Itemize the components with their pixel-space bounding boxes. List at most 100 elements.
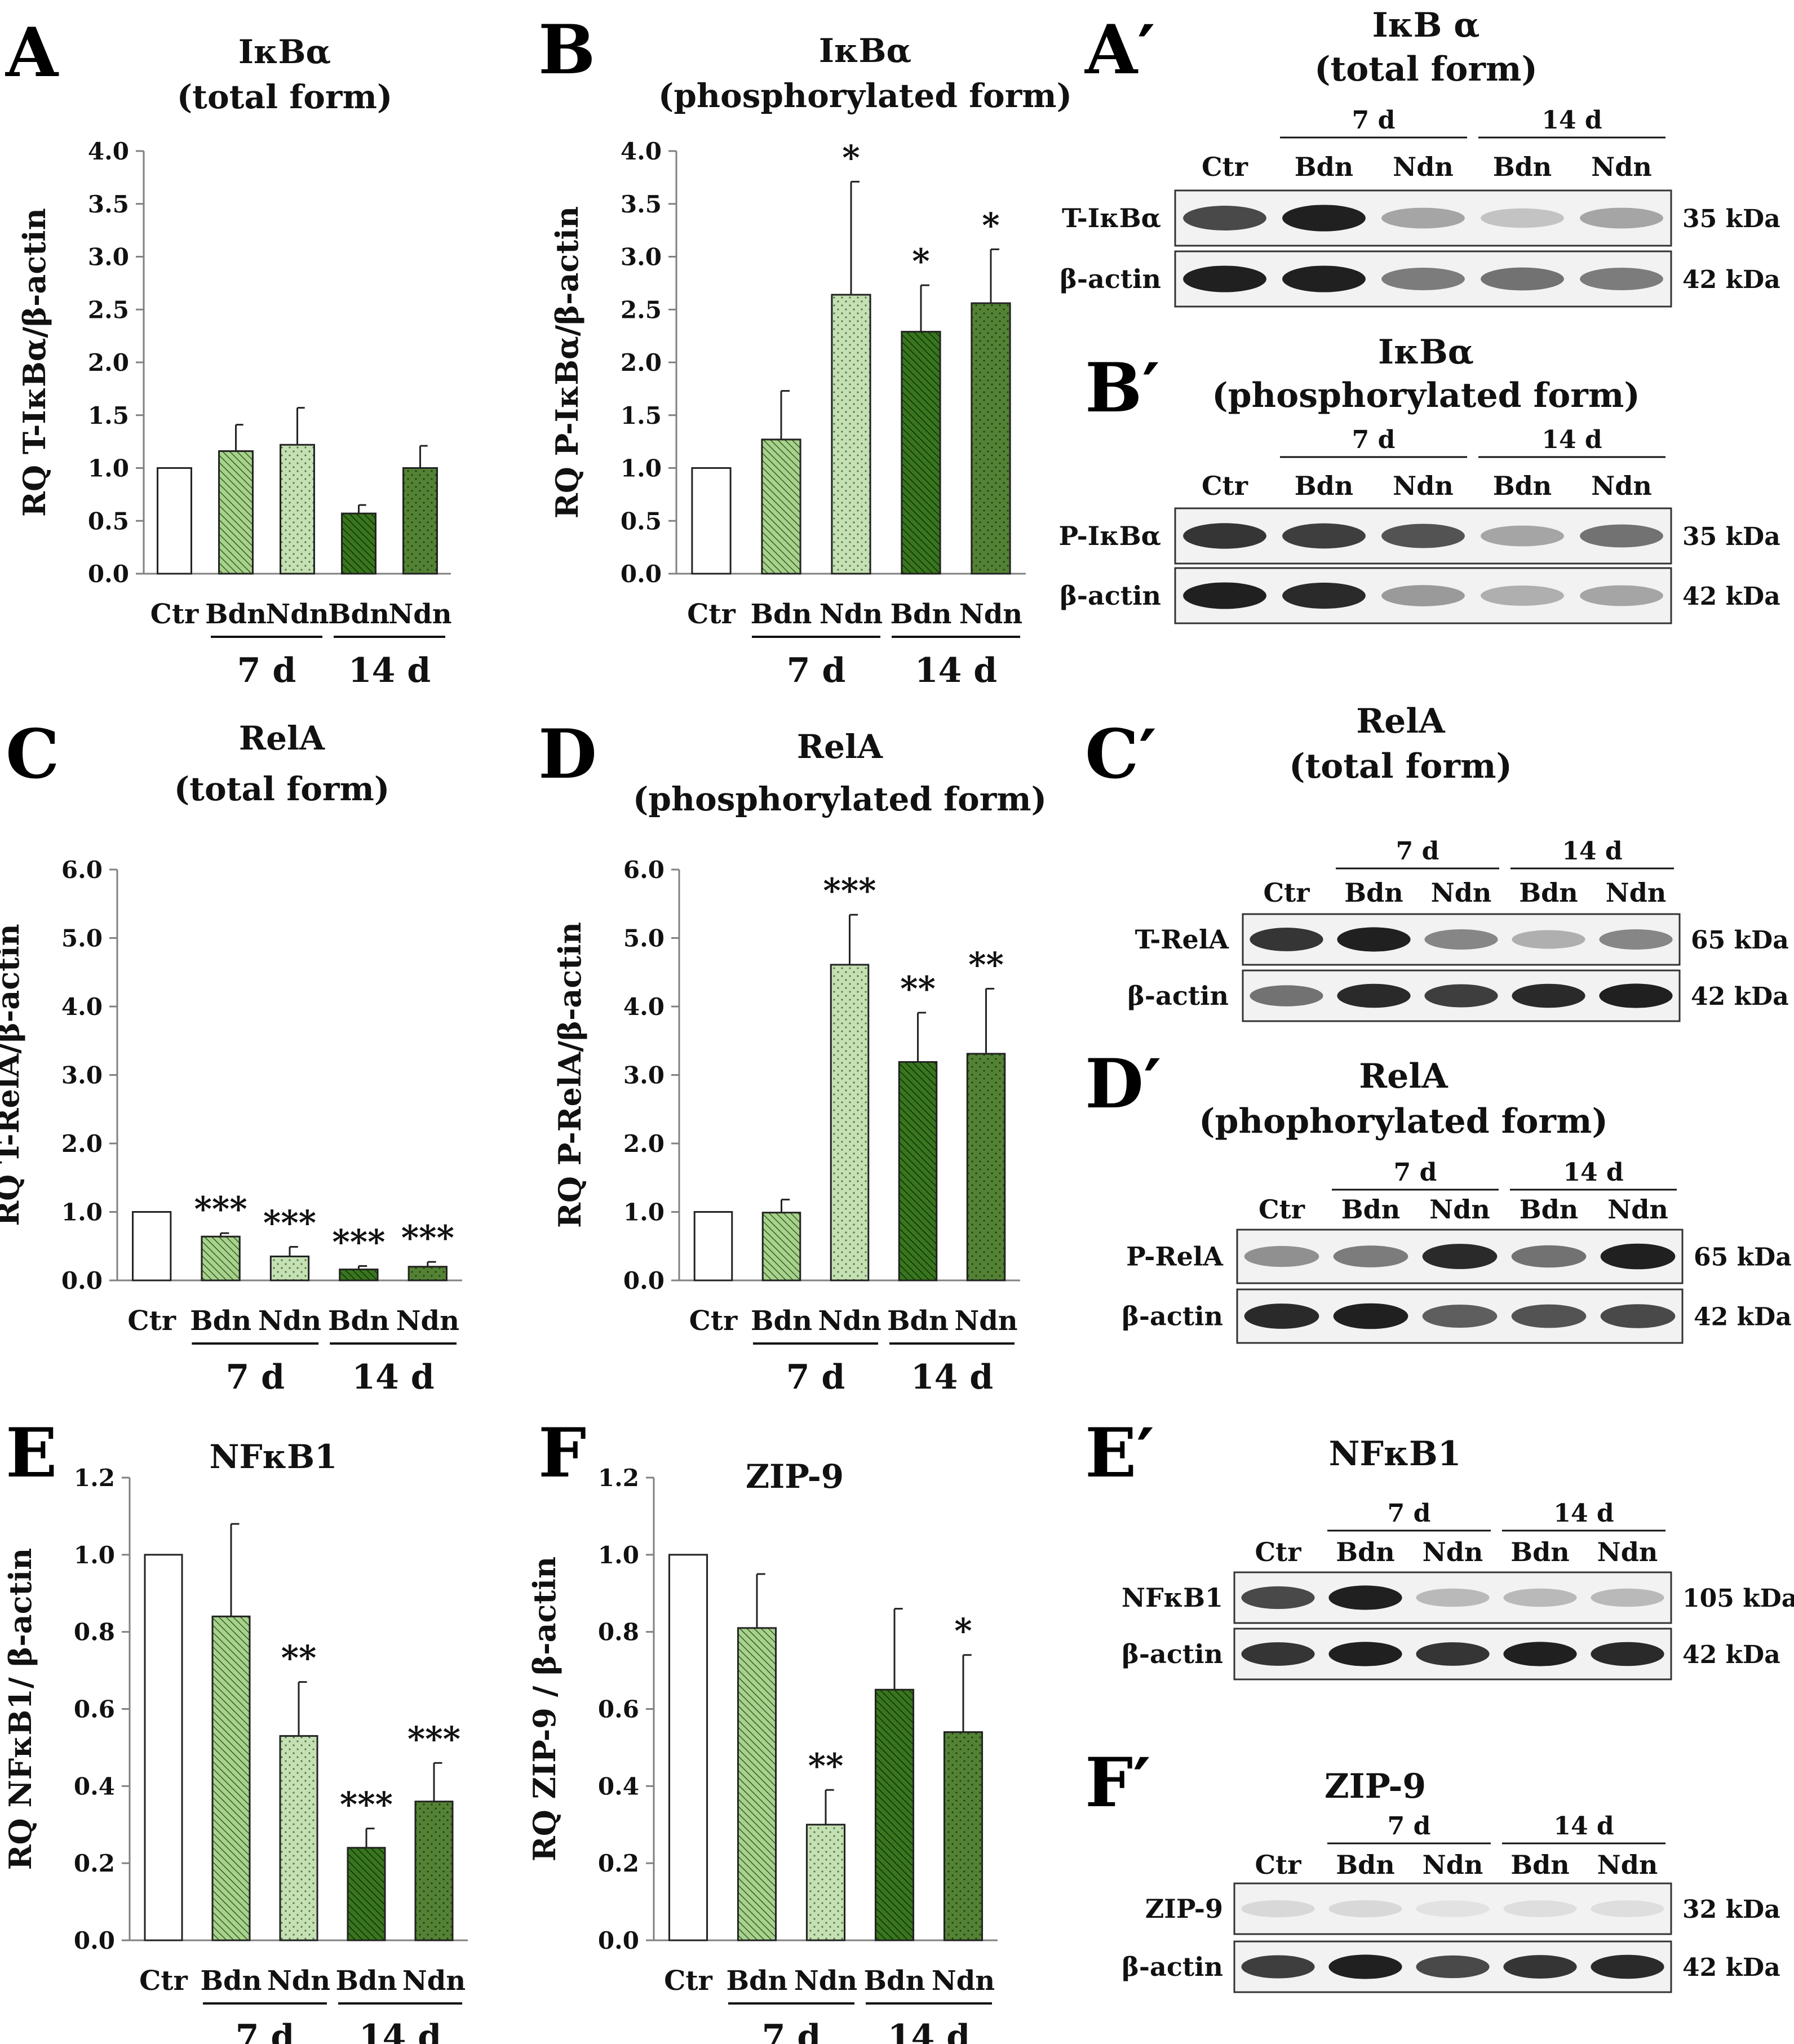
y-tick-label: 0.5 [88,507,129,535]
significance-mark: * [842,138,860,178]
blot-title-line: RelA [1359,1057,1449,1096]
blot-band [1422,1244,1498,1269]
bar-A-4 [402,467,438,575]
blot-band [1328,1585,1402,1610]
blot-lane-label: Bdn [1519,877,1578,908]
bar-E-4 [414,1801,454,1941]
blot-group-label: 14 d [1553,1499,1614,1528]
blot-Fp: ZIP-9 Ctr Bdn Ndn Bdn Ndn 7 d 14 d ZIP-9 32 kDa β-… [1122,1767,1780,1993]
blot-band [1282,265,1366,292]
group-label: 14 d [888,2018,970,2044]
blot-band [1503,1900,1577,1917]
chart-A: IκBα (total form) 0.0 0.5 1.0 1.5 2.0 2.5 3.0 3.5… [16,33,452,690]
y-axis-label: RQ P-RelA/β-actin [552,922,588,1228]
x-tick-label: Ndn [820,598,883,630]
blot-lane-label: Ndn [1431,877,1492,908]
x-tick-label: Ndn [932,1965,995,1997]
blot-band [1416,1588,1490,1607]
panel-letter-C: C [6,715,60,794]
y-tick-label: 0.0 [623,1267,665,1294]
bar-B-0 [691,467,732,575]
y-tick-label: 1.0 [621,455,662,482]
blot-lane-label: Ctr [1259,1194,1305,1225]
blot-band [1333,1245,1408,1267]
blot-row-label: β-actin [1060,264,1161,294]
blot-band [1381,524,1465,548]
bar-D-2 [830,964,870,1282]
y-tick-label: 1.5 [88,402,129,429]
x-tick-label: Bdn [328,1305,389,1337]
blot-Cp: RelA (total form) Ctr Bdn Ndn Bdn Ndn 7 d 14 d T-… [1127,702,1789,1022]
x-tick-label: Ndn [794,1965,857,1997]
blot-Ap: IκB α (total form) Ctr Bdn Ndn Bdn Ndn 7 d 14 d T… [1060,6,1780,308]
blot-lane-label: Ndn [1591,471,1652,501]
significance-mark: ** [968,945,1004,985]
chart-C: RelA (total form) 0.0 1.0 2.0 3.0 4.0 5.0 6.0 RQ … [0,719,462,1397]
significance-mark: ** [808,1746,844,1786]
x-tick-label: Bdn [863,1965,925,1997]
blot-band [1416,1642,1490,1666]
bar-A-1 [218,450,254,575]
y-axis-label: RQ NFκB1/ β-actin [2,1548,38,1870]
blot-kda-label: 65 kDa [1694,1243,1792,1272]
panel-letter-A-prime: A′ [1084,10,1155,90]
chart-title-line: (total form) [174,770,390,808]
x-tick-label: Bdn [750,598,812,630]
blot-lane-label: Ndn [1606,877,1667,908]
bar-F-3 [874,1688,915,1941]
blot-lane-label: Ndn [1591,152,1652,182]
blot-group-label: 7 d [1352,425,1396,454]
significance-mark: *** [823,871,876,911]
blot-band [1328,1900,1402,1918]
blot-lane-label: Ctr [1255,1537,1301,1567]
y-tick-label: 2.0 [621,349,662,376]
blot-group-label: 7 d [1396,837,1439,866]
y-tick-label: 0.0 [621,560,662,588]
bar-D-0 [693,1211,733,1282]
significance-mark: *** [407,1719,460,1759]
blot-lane-label: Bdn [1295,471,1354,501]
blot-group-label: 14 d [1541,106,1602,135]
y-tick-label: 0.5 [621,507,662,535]
y-tick-label: 0.8 [598,1619,639,1646]
bar-E-2 [279,1735,318,1941]
blot-band [1511,1245,1587,1268]
significance-mark: *** [401,1218,454,1258]
blot-kda-label: 42 kDa [1682,265,1780,294]
group-label: 14 d [915,651,997,690]
group-label: 7 d [762,2018,821,2044]
blot-band [1250,985,1323,1007]
blot-kda-label: 35 kDa [1682,522,1780,551]
bar-E-1 [211,1615,251,1941]
x-tick-label: Bdn [205,598,267,630]
blot-title-line: (total form) [1289,747,1512,786]
bar-C-3 [339,1269,379,1282]
bar-B-3 [901,331,941,575]
significance-mark: * [912,242,929,281]
blot-band [1328,1642,1402,1666]
x-tick-label: Ndn [258,1305,321,1337]
significance-mark: *** [332,1222,385,1262]
blot-band [1600,1243,1676,1270]
blot-band [1328,1954,1402,1979]
y-tick-label: 4.0 [623,993,665,1021]
blot-lane-label: Bdn [1493,471,1552,501]
blot-band [1183,206,1266,230]
bar-C-0 [132,1211,172,1282]
y-tick-label: 0.0 [88,560,129,588]
blot-row-label: β-actin [1122,1952,1223,1982]
blot-band [1591,1642,1664,1666]
blot-group-label: 7 d [1352,106,1396,135]
y-axis-label: RQ T-RelA/β-actin [0,924,26,1226]
bar-D-1 [761,1212,801,1282]
blot-band [1381,207,1465,229]
blot-lane-label: Bdn [1336,1537,1395,1567]
blot-lane-label: Bdn [1341,1194,1401,1225]
chart-title-line: IκBα [238,33,331,71]
y-tick-label: 1.0 [598,1541,639,1569]
y-tick-label: 0.0 [74,1927,115,1954]
y-tick-label: 0.0 [61,1267,103,1294]
blot-row-label: NFκB1 [1122,1582,1223,1613]
blot-kda-label: 42 kDa [1682,1640,1780,1669]
blot-lane-label: Ndn [1423,1537,1483,1567]
